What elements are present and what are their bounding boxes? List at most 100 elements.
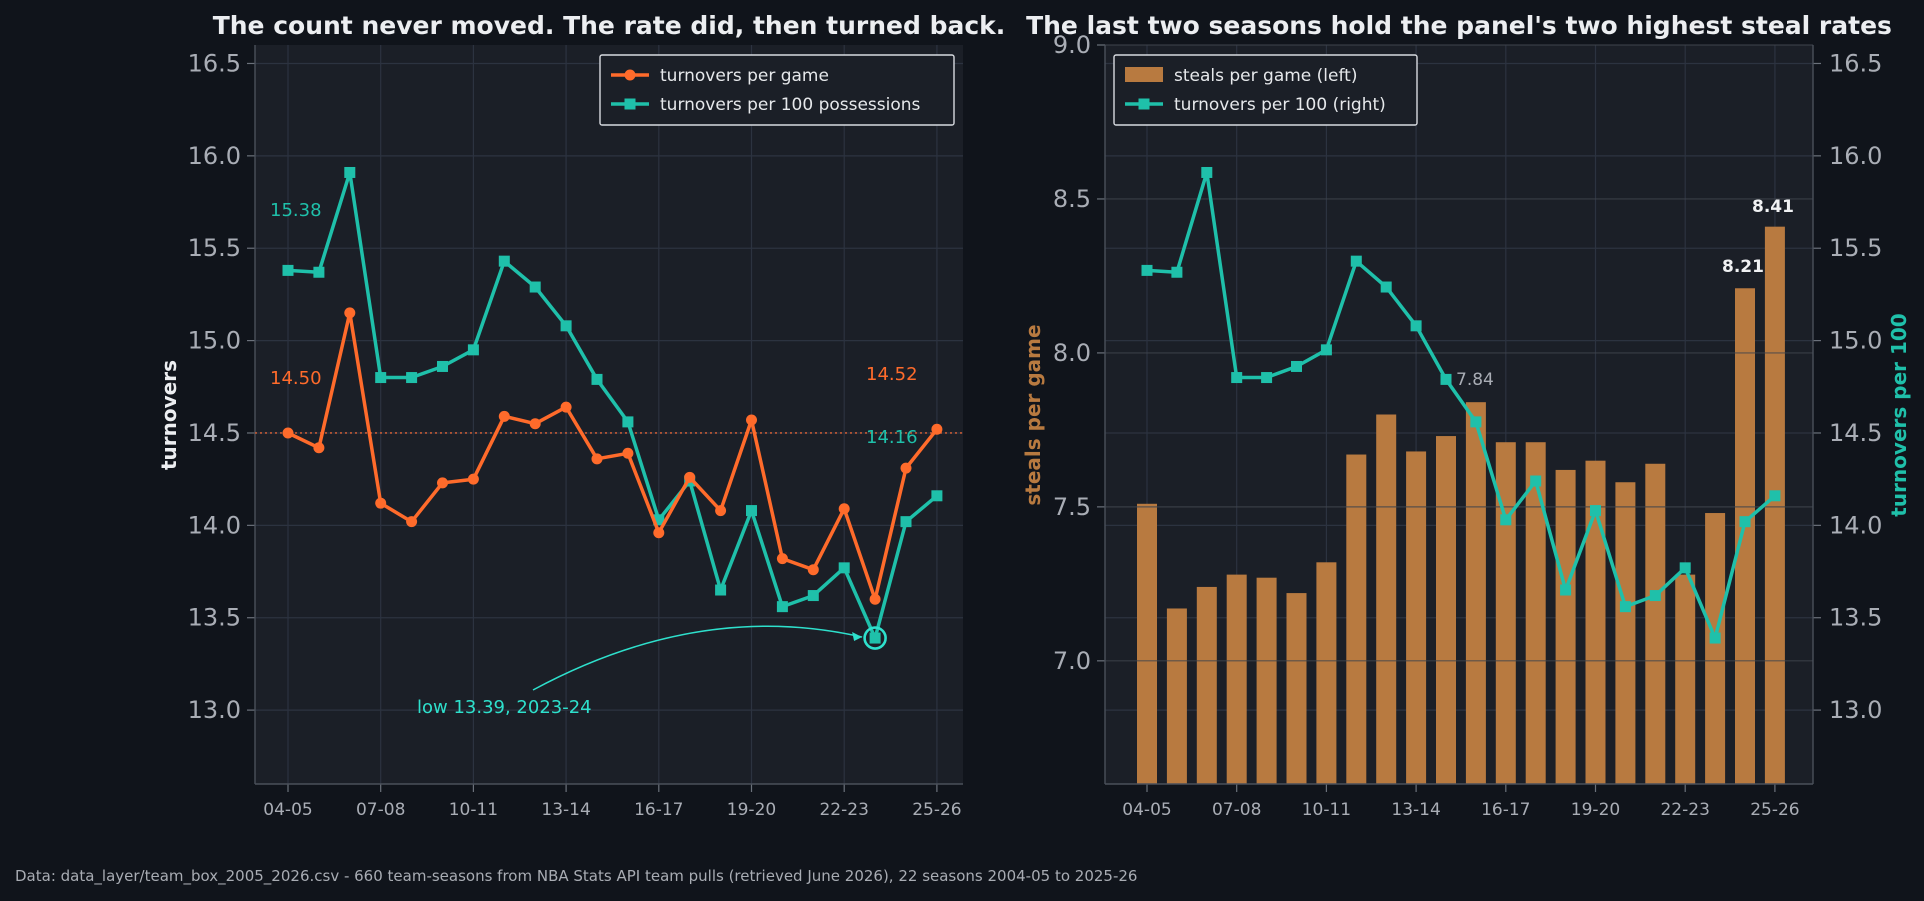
data-source-footer: Data: data_layer/team_box_2005_2026.csv …: [15, 867, 1138, 885]
per100-data-point: [313, 266, 325, 278]
per100-data-point: [1410, 320, 1422, 332]
per100-data-point: [375, 372, 387, 384]
per-game-data-point: [282, 427, 294, 439]
y-tick-label: 15.0: [188, 327, 241, 355]
per100-data-point: [807, 590, 819, 602]
per100-data-point: [1470, 416, 1482, 428]
legend-marker: [624, 98, 636, 110]
per-game-data-point: [838, 503, 850, 515]
per-game-data-point: [776, 553, 788, 565]
y-tick-label-left: 8.0: [1053, 339, 1091, 367]
y-tick-label-left: 7.0: [1053, 647, 1091, 675]
annotation-arrowhead: [852, 632, 863, 642]
steals-bar: [1705, 513, 1726, 784]
y-tick-label-right: 16.0: [1829, 142, 1882, 170]
x-tick-label: 16-17: [634, 800, 683, 820]
x-tick-label: 25-26: [912, 800, 961, 820]
left-chart-title: The count never moved. The rate did, the…: [213, 11, 1006, 40]
left-chart-panel: 13.0 13.5 14.0 14.5 15.0 15.5 16.0 16.5 04-05 07-…: [157, 11, 1005, 820]
y-tick-label: 14.5: [188, 419, 241, 447]
plot-area: [255, 45, 963, 784]
per100-data-point: [838, 562, 850, 574]
per100-data-point: [1560, 584, 1572, 596]
y-tick-label: 16.0: [188, 142, 241, 170]
x-tick-label: 04-05: [1122, 800, 1171, 820]
end-value-label-per100: 14.16: [866, 427, 918, 448]
per100-series-line: [286, 170, 939, 640]
per-game-data-point: [375, 497, 387, 509]
x-tick-label: 07-08: [1212, 800, 1261, 820]
y-tick-label: 13.5: [188, 604, 241, 632]
per100-data-point: [869, 632, 881, 644]
per100-data-point: [406, 372, 418, 384]
per-game-data-point: [684, 471, 696, 483]
per100-data-point: [1679, 562, 1691, 574]
legend-box: [1113, 54, 1418, 126]
per100-data-point: [715, 584, 727, 596]
x-tick-label: 19-20: [727, 800, 776, 820]
per100-data-point: [931, 490, 943, 502]
steals-bar: [1196, 586, 1217, 784]
steals-bar: [1316, 562, 1337, 784]
y-tick-label-right: 15.0: [1829, 327, 1882, 355]
y-tick-label: 16.5: [188, 49, 241, 77]
per100-data-point: [1769, 490, 1781, 502]
per100-data-point: [1649, 590, 1661, 602]
y-tick-label-left: 7.5: [1053, 493, 1091, 521]
per100-data-point: [622, 416, 634, 428]
y-axis-label-left: steals per game: [1021, 324, 1045, 505]
per-game-data-point: [437, 477, 448, 489]
steals-bar: [1256, 577, 1277, 784]
per-game-data-point: [746, 414, 757, 426]
per100-data-point: [282, 264, 294, 276]
per-game-data-point: [529, 418, 541, 430]
per-game-data-point: [807, 564, 819, 576]
steals-bar: [1495, 442, 1516, 784]
low-point-highlight-ring: [863, 626, 887, 650]
per-game-data-point: [313, 442, 325, 454]
legend-label: turnovers per game: [660, 66, 829, 86]
per100-data-point: [746, 505, 757, 517]
x-tick-label: 13-14: [541, 800, 590, 820]
steals-bar: [1555, 469, 1576, 784]
steals-bar: [1166, 608, 1187, 784]
per100-data-point: [1739, 516, 1751, 528]
start-value-label-per-game: 14.50: [270, 368, 322, 389]
right-chart-title: The last two seasons hold the panel's tw…: [1026, 11, 1892, 40]
per100-data-point: [1530, 475, 1542, 487]
steals-bar: [1675, 574, 1696, 784]
y-tick-label-left: 9.0: [1053, 31, 1091, 59]
y-tick-label: 14.0: [188, 511, 241, 539]
steals-bar: [1137, 503, 1157, 784]
y-tick-label-right: 14.0: [1829, 511, 1882, 539]
per100-data-point: [1171, 266, 1183, 278]
x-tick-label: 16-17: [1481, 800, 1530, 820]
per100-data-point: [560, 320, 572, 332]
per100-data-point: [776, 601, 788, 613]
y-tick-label-right: 14.5: [1829, 419, 1882, 447]
steals-bar: [1226, 574, 1247, 784]
y-tick-label-right: 13.0: [1829, 696, 1882, 724]
per100-data-point: [1350, 255, 1362, 267]
x-tick-label: 10-11: [449, 800, 498, 820]
y-tick-label: 15.5: [188, 234, 241, 262]
steals-bar: [1346, 454, 1367, 784]
steals-bar: [1735, 288, 1755, 784]
x-tick-label: 04-05: [263, 800, 312, 820]
legend-marker: [624, 69, 636, 81]
y-tick-label-left: 8.5: [1053, 185, 1091, 213]
per100-data-point: [653, 514, 665, 526]
per100-data-point: [498, 255, 510, 267]
per100-data-point: [1709, 632, 1721, 644]
per-game-data-point: [591, 453, 603, 465]
bar-value-label-2024-25: 8.21: [1722, 257, 1764, 277]
per-game-data-point: [622, 447, 634, 459]
per-game-data-point: [900, 462, 912, 474]
y-axis-label-right: turnovers per 100: [1887, 313, 1911, 516]
per100-data-point: [1380, 281, 1392, 293]
steals-bar: [1406, 451, 1427, 784]
per100-data-point: [344, 166, 356, 178]
bar-value-label-2025-26: 8.41: [1752, 197, 1794, 217]
x-tick-label: 25-26: [1750, 800, 1799, 820]
per-game-data-point: [467, 473, 479, 485]
